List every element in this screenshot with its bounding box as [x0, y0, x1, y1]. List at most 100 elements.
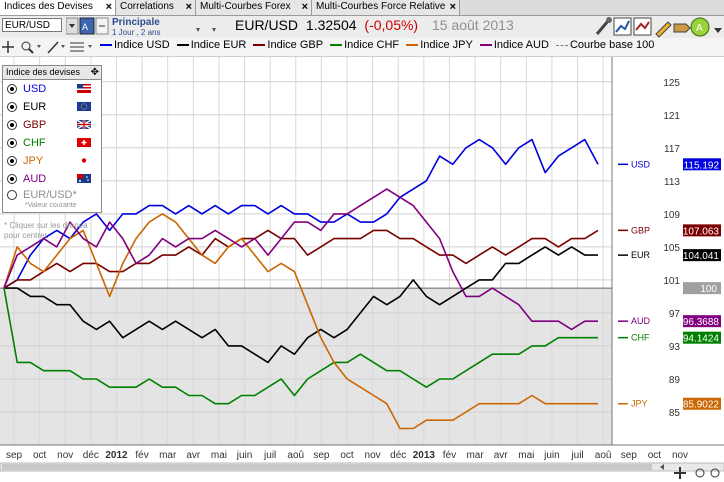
series-value-label: 107.063 [683, 226, 720, 237]
panel-item-usd[interactable]: USD [3, 80, 101, 98]
tab-correlations[interactable]: Correlations × [116, 0, 196, 15]
base-value-box [683, 282, 721, 295]
instrument-date: 15 août 2013 [431, 17, 514, 33]
x-tick-label: déc [83, 450, 99, 461]
series-value-box [683, 224, 721, 237]
zoom-out-icon[interactable] [710, 468, 720, 478]
alert-icon[interactable]: A [690, 17, 710, 37]
indicator-icon[interactable] [633, 17, 652, 36]
panel-item-label: EUR/USD* [23, 189, 77, 201]
panel-item-gbp[interactable]: GBP [3, 116, 101, 134]
y-tick-label: 125 [663, 78, 680, 89]
y-tick-label: 93 [669, 342, 681, 353]
radio-icon[interactable] [7, 156, 17, 166]
instrument-price: 1.32504 [305, 17, 357, 33]
series-value-label: 96.3688 [683, 317, 720, 328]
tab-multi-courbes-forex[interactable]: Multi-Courbes Forex × [196, 0, 312, 15]
series-end-label: USD [631, 159, 651, 169]
legend-label: Indice AUD [493, 39, 549, 51]
chevron-down-icon[interactable] [714, 28, 722, 33]
australia-flag-icon[interactable] [77, 174, 91, 183]
chart-type-icon[interactable]: A [79, 17, 95, 35]
instrument-header: EUR/USD 1.32504 (-0,05%) 15 août 2013 [235, 17, 514, 33]
radio-icon[interactable] [7, 84, 17, 94]
chevron-left-icon[interactable] [660, 464, 664, 470]
panel-footnote: *Valeur courante [25, 202, 77, 209]
y-tick-label: 113 [664, 177, 680, 188]
panel-item-eur[interactable]: EUR [3, 98, 101, 116]
radio-icon[interactable] [7, 120, 17, 130]
series-value-label: 85.9022 [683, 400, 720, 411]
panel-label: Principale [112, 17, 160, 28]
symbol-input[interactable] [2, 18, 62, 32]
dropdown-icon[interactable] [66, 17, 79, 35]
period-arrows [196, 28, 216, 32]
series-line-chf [3, 287, 598, 405]
chevron-down-icon[interactable] [61, 45, 65, 48]
x-tick-label: juin [543, 450, 560, 461]
pencil-icon[interactable] [655, 21, 672, 38]
tag-icon[interactable] [673, 23, 691, 33]
legend-swatch [330, 44, 343, 47]
currency-index-panel: Indice des devises ✥ USD EUR GBP CHF JPY… [2, 65, 102, 213]
panel-item-aud[interactable]: AUD [3, 170, 101, 188]
close-icon[interactable]: × [449, 1, 456, 13]
legend-swatch [406, 44, 419, 47]
radio-icon[interactable] [7, 190, 17, 200]
radio-icon[interactable] [7, 138, 17, 148]
x-tick-label: aoû [287, 450, 304, 461]
japan-flag-icon[interactable] [77, 156, 91, 165]
scrollbar-thumb[interactable] [2, 464, 652, 470]
tab-label: Multi-Courbes Forex [200, 1, 291, 12]
radio-icon[interactable] [7, 174, 17, 184]
swiss-flag-icon[interactable] [77, 138, 91, 147]
chevron-down-icon[interactable] [196, 28, 200, 32]
toolbar-left-icons: A [66, 17, 109, 35]
panel-item-eurusd[interactable]: EUR/USD* [3, 188, 101, 202]
panel-title-text: Indice des devises [6, 67, 81, 77]
base-value-label: 100 [700, 284, 717, 295]
series-line-aud [3, 188, 598, 331]
move-crosshair-icon[interactable] [674, 467, 686, 479]
legend-label: Indice JPY [420, 39, 473, 51]
legend-label: Indice CHF [344, 39, 400, 51]
chevron-down-icon[interactable] [88, 45, 92, 48]
close-icon[interactable]: × [105, 1, 112, 13]
move-icon[interactable]: ✥ [90, 67, 99, 78]
crosshair-icon[interactable] [2, 41, 14, 53]
eu-flag-icon[interactable] [77, 102, 91, 111]
zoom-in-icon[interactable] [695, 468, 705, 478]
series-value-label: 115.192 [684, 160, 720, 171]
panel-item-chf[interactable]: CHF [3, 134, 101, 152]
tab-indices-des-devises[interactable]: Indices des Devises × [0, 0, 116, 15]
x-tick-label: déc [390, 450, 406, 461]
toolbar [0, 16, 724, 38]
close-icon[interactable]: × [301, 1, 308, 13]
x-tick-label: oct [648, 450, 662, 461]
uk-flag-icon[interactable] [77, 120, 91, 129]
tab-multi-courbes-force-relative[interactable]: Multi-Courbes Force Relative × [312, 0, 460, 15]
legend: Indice USD Indice EUR Indice GBP Indice … [100, 39, 658, 55]
y-tick-label: 117 [664, 144, 680, 155]
x-tick-label: sep [621, 450, 638, 461]
chart-icon[interactable] [613, 17, 632, 36]
x-tick-label: juin [236, 450, 253, 461]
fibonacci-icon[interactable] [70, 42, 84, 52]
chevron-down-icon[interactable] [212, 28, 216, 32]
zoom-icon[interactable] [21, 41, 34, 54]
x-tick-label: mai [211, 450, 227, 461]
radio-icon[interactable] [7, 102, 17, 112]
us-flag-icon[interactable] [77, 84, 91, 93]
legend-item-eur: Indice EUR [176, 39, 246, 51]
chevron-down-icon[interactable] [37, 45, 41, 48]
close-icon[interactable]: × [185, 1, 192, 13]
x-tick-label: mai [518, 450, 534, 461]
panel-item-jpy[interactable]: JPY [3, 152, 101, 170]
legend-toolbar [0, 38, 724, 57]
instrument-name: EUR/USD [235, 17, 299, 33]
tools-icon[interactable] [595, 17, 612, 35]
settings-icon[interactable] [95, 17, 109, 35]
line-tool-icon[interactable] [47, 41, 59, 54]
series-value-label: 104.041 [683, 251, 720, 262]
